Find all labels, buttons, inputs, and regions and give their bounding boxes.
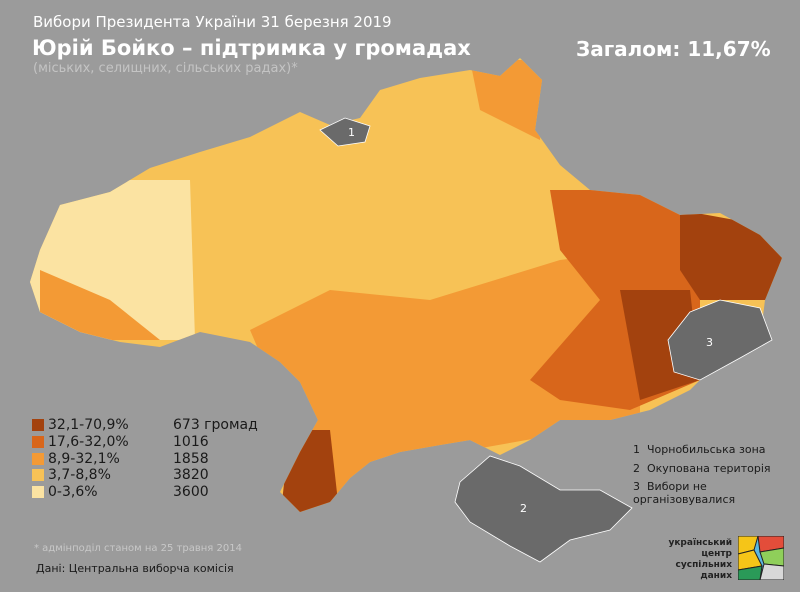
legend-item: 17,6-32,0% 1016 [32, 434, 209, 450]
map-title: Юрій Бойко – підтримка у громадах [32, 36, 471, 60]
legend-count: 1858 [173, 451, 209, 467]
legend-range: 3,7-8,8% [48, 467, 111, 483]
legend-item: 0-3,6% 3600 [32, 484, 209, 500]
logo-mosaic-icon [738, 536, 784, 580]
zone-num: 1 [633, 443, 640, 456]
zone-3-marker: 3 [706, 336, 713, 349]
subtitle: (міських, селищних, сільських радах)* [33, 61, 298, 76]
logo-line: центр [701, 549, 732, 559]
crimea [454, 455, 633, 563]
zone-1-marker: 1 [348, 126, 355, 139]
region-northeast [470, 60, 545, 140]
legend-swatch [32, 486, 44, 498]
legend-swatch [32, 419, 44, 431]
legend-item: 8,9-32,1% 1858 [32, 451, 209, 467]
legend-count: 3820 [173, 467, 209, 483]
ucsd-logo: український центр суспільних даних [668, 520, 792, 581]
legend-count: 1016 [173, 434, 209, 450]
zone-note-3: 3 Вибори не організовувалися [633, 480, 800, 506]
zone-note-2: 2 Окупована територія [633, 462, 771, 475]
zone-num: 2 [633, 462, 640, 475]
legend-item: 3,7-8,8% 3820 [32, 467, 209, 483]
zone-label: Чорнобильська зона [647, 443, 766, 456]
legend-swatch [32, 469, 44, 481]
logo-line: даних [700, 571, 732, 581]
occupied-donbas [667, 299, 773, 381]
legend-swatch [32, 453, 44, 465]
legend-range: 0-3,6% [48, 484, 98, 500]
legend-range: 17,6-32,0% [48, 434, 129, 450]
data-source: Дані: Центральна виборча комісія [36, 562, 234, 575]
legend-range: 8,9-32,1% [48, 451, 120, 467]
zone-note-1: 1 Чорнобильська зона [633, 443, 766, 456]
zone-label: Окупована територія [647, 462, 771, 475]
region-zakarpattia [40, 270, 160, 340]
zone-2-marker: 2 [520, 502, 527, 515]
region-odesa-south [280, 430, 340, 512]
logo-line: суспільних [675, 560, 732, 570]
total-result: Загалом: 11,67% [576, 37, 771, 61]
footnote: * адмінподіл станом на 25 травня 2014 [34, 543, 242, 554]
supertitle: Вибори Президента України 31 березня 201… [33, 13, 392, 31]
zone-num: 3 [633, 480, 640, 493]
logo-line: український [668, 538, 732, 548]
zone-label: Вибори не організовувалися [633, 480, 736, 506]
legend-item: 32,1-70,9% 673 громад [32, 417, 258, 433]
legend-count: 673 громад [173, 417, 258, 433]
region-south-center [250, 250, 640, 512]
region-luhansk [680, 210, 782, 300]
legend-count: 3600 [173, 484, 209, 500]
chernobyl-zone [319, 117, 371, 147]
legend-swatch [32, 436, 44, 448]
legend-range: 32,1-70,9% [48, 417, 129, 433]
